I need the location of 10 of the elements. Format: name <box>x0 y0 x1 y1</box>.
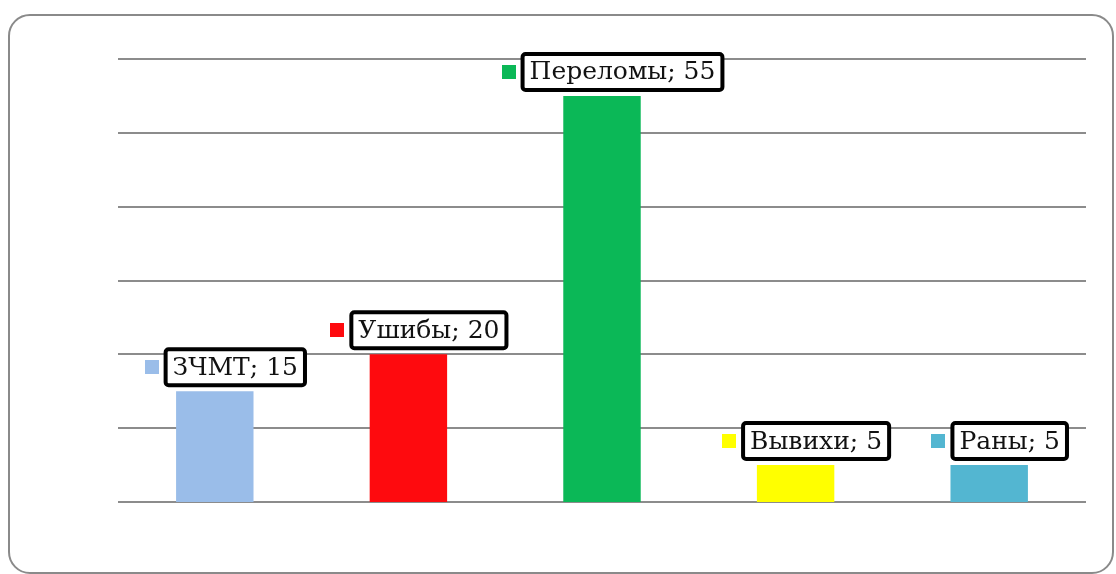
bar <box>369 354 448 502</box>
data-label: ЗЧМТ; 15 <box>172 351 298 381</box>
bar <box>176 391 254 502</box>
bar <box>950 465 1028 502</box>
bar <box>563 95 641 502</box>
bar <box>756 465 835 502</box>
data-label: Ушибы; 20 <box>358 314 500 344</box>
data-label: Раны; 5 <box>959 425 1060 455</box>
data-label: Вывихи; 5 <box>750 425 883 455</box>
data-label: Переломы; 55 <box>529 56 716 86</box>
